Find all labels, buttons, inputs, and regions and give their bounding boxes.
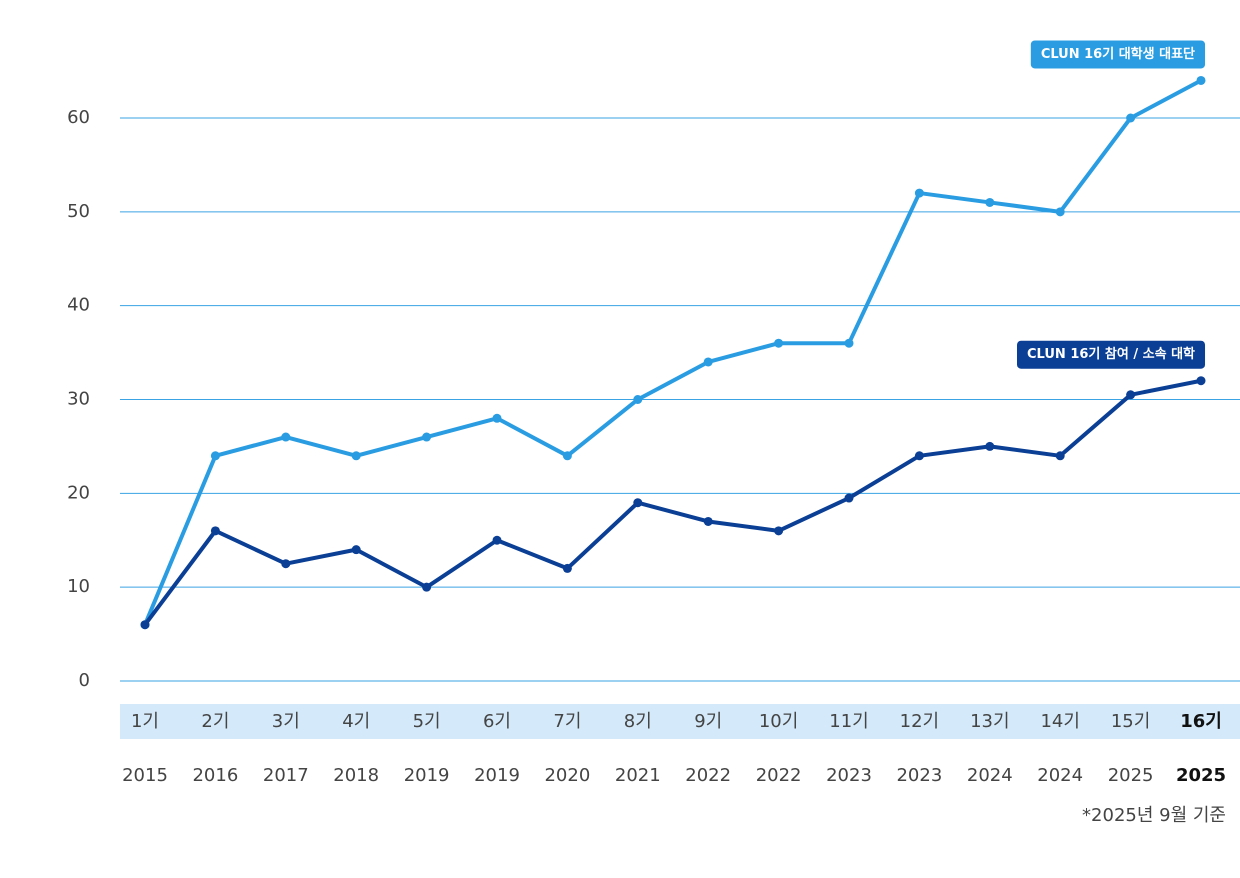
legend-label: CLUN 16기 참여 / 소속 대학 bbox=[1027, 346, 1195, 362]
data-point bbox=[1196, 75, 1206, 85]
x-tick-label: 4기 bbox=[342, 711, 370, 732]
badge-bg bbox=[1030, 40, 1206, 69]
x-tick-label: 6기 bbox=[483, 711, 511, 732]
year-label: 2015 bbox=[122, 765, 168, 786]
data-point bbox=[844, 338, 854, 348]
y-tick-label: 50 bbox=[67, 201, 90, 222]
data-point bbox=[492, 535, 502, 545]
y-tick-label: 60 bbox=[67, 107, 90, 128]
data-point bbox=[281, 432, 291, 442]
data-point bbox=[210, 526, 220, 536]
data-point bbox=[351, 451, 361, 461]
x-tick-label: 11기 bbox=[829, 711, 868, 732]
x-tick-label: 7기 bbox=[553, 711, 581, 732]
year-label: 2020 bbox=[544, 765, 590, 786]
x-tick-label: 10기 bbox=[759, 711, 798, 732]
category-band bbox=[120, 704, 1240, 739]
data-point bbox=[703, 357, 713, 367]
data-point bbox=[914, 188, 924, 198]
legend-label: CLUN 16기 대학생 대표단 bbox=[1041, 46, 1195, 62]
data-point bbox=[140, 620, 150, 630]
x-tick-label: 13기 bbox=[970, 711, 1009, 732]
data-point bbox=[351, 545, 361, 555]
y-tick-label: 40 bbox=[67, 295, 90, 316]
data-point bbox=[985, 441, 995, 451]
year-label: 2021 bbox=[615, 765, 661, 786]
data-point bbox=[1126, 113, 1136, 123]
year-label: 2025 bbox=[1176, 765, 1226, 786]
data-point bbox=[844, 493, 854, 503]
data-point bbox=[703, 516, 713, 526]
data-point bbox=[1055, 207, 1065, 217]
data-point bbox=[633, 498, 643, 508]
y-tick-label: 10 bbox=[67, 576, 90, 597]
x-tick-label: 3기 bbox=[272, 711, 300, 732]
data-point bbox=[985, 197, 995, 207]
year-label: 2024 bbox=[1037, 765, 1083, 786]
data-point bbox=[1126, 390, 1136, 400]
series-line bbox=[143, 378, 1202, 626]
year-label: 2022 bbox=[685, 765, 731, 786]
year-label: 2024 bbox=[967, 765, 1013, 786]
x-tick-label: 8기 bbox=[624, 711, 652, 732]
y-tick-label: 30 bbox=[67, 389, 90, 410]
year-label: 2016 bbox=[192, 765, 238, 786]
data-point bbox=[492, 413, 502, 423]
year-label: 2019 bbox=[474, 765, 520, 786]
year-label: 2023 bbox=[826, 765, 872, 786]
data-point bbox=[774, 526, 784, 536]
data-point bbox=[1055, 451, 1065, 461]
year-label: 2019 bbox=[404, 765, 450, 786]
data-point bbox=[562, 563, 572, 573]
x-tick-label: 1기 bbox=[131, 711, 159, 732]
series-line bbox=[143, 78, 1202, 626]
data-point bbox=[422, 582, 432, 592]
year-label: 2017 bbox=[263, 765, 309, 786]
y-tick-label: 0 bbox=[79, 670, 90, 691]
x-tick-label: 2기 bbox=[201, 711, 229, 732]
data-point bbox=[774, 338, 784, 348]
x-tick-label: 14기 bbox=[1040, 711, 1079, 732]
data-point bbox=[1196, 376, 1206, 386]
x-tick-label: 5기 bbox=[413, 711, 441, 732]
year-label: 2025 bbox=[1108, 765, 1154, 786]
year-label: 2018 bbox=[333, 765, 379, 786]
series-badge: CLUN 16기 대학생 대표단 bbox=[1030, 40, 1206, 69]
footnote: *2025년 9월 기준 bbox=[1082, 805, 1226, 826]
year-label: 2023 bbox=[896, 765, 942, 786]
series-badge: CLUN 16기 참여 / 소속 대학 bbox=[1017, 340, 1206, 369]
x-tick-label: 9기 bbox=[694, 711, 722, 732]
data-point bbox=[562, 451, 572, 461]
badge-bg bbox=[1017, 340, 1206, 369]
data-point bbox=[281, 559, 291, 569]
data-point bbox=[914, 451, 924, 461]
year-label: 2022 bbox=[756, 765, 802, 786]
data-point bbox=[633, 395, 643, 404]
x-tick-label: 16기 bbox=[1180, 711, 1222, 732]
data-point bbox=[210, 451, 220, 461]
x-tick-label: 15기 bbox=[1111, 711, 1150, 732]
y-tick-label: 20 bbox=[67, 482, 90, 503]
data-point bbox=[422, 432, 432, 442]
x-tick-label: 12기 bbox=[900, 711, 939, 732]
